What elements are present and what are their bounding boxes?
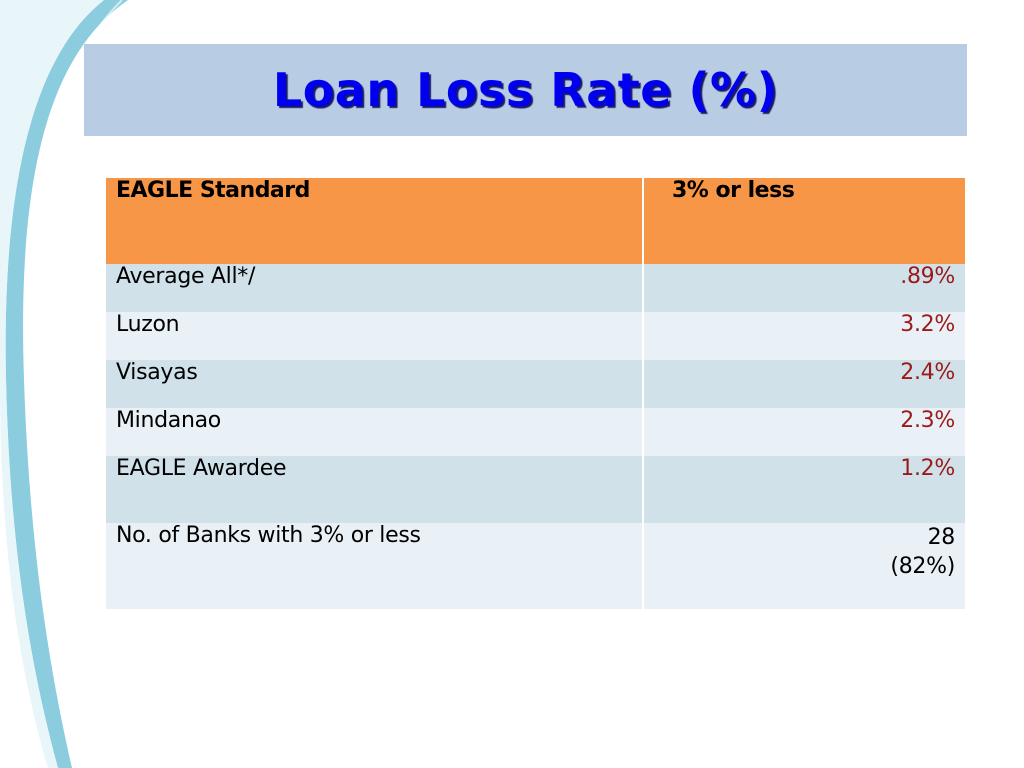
row-label: Visayas [106,360,644,408]
summary-label: No. of Banks with 3% or less [106,523,644,609]
table-row: Average All*/ .89% [106,264,965,312]
row-label: Average All*/ [106,264,644,312]
summary-row: No. of Banks with 3% or less 28 (82%) [106,523,965,609]
table-header-row: EAGLE Standard 3% or less [106,178,965,264]
table-row: Visayas 2.4% [106,360,965,408]
row-value: 3.2% [643,312,965,360]
table-row: Mindanao 2.3% [106,408,965,456]
row-value: 2.4% [643,360,965,408]
row-label: EAGLE Awardee [106,456,644,523]
table-row: Luzon 3.2% [106,312,965,360]
row-label: Mindanao [106,408,644,456]
summary-value: 28 (82%) [643,523,965,609]
table-row: EAGLE Awardee 1.2% [106,456,965,523]
loan-loss-table: EAGLE Standard 3% or less Average All*/ … [106,178,965,609]
row-value: 1.2% [643,456,965,523]
header-label: EAGLE Standard [106,178,644,264]
row-value: .89% [643,264,965,312]
summary-count: 28 [927,525,956,550]
summary-percent: (82%) [890,554,955,579]
header-value: 3% or less [643,178,965,264]
title-band: Loan Loss Rate (%) [84,44,967,136]
row-label: Luzon [106,312,644,360]
slide-title: Loan Loss Rate (%) [272,63,779,117]
row-value: 2.3% [643,408,965,456]
decorative-swoosh [0,0,129,768]
